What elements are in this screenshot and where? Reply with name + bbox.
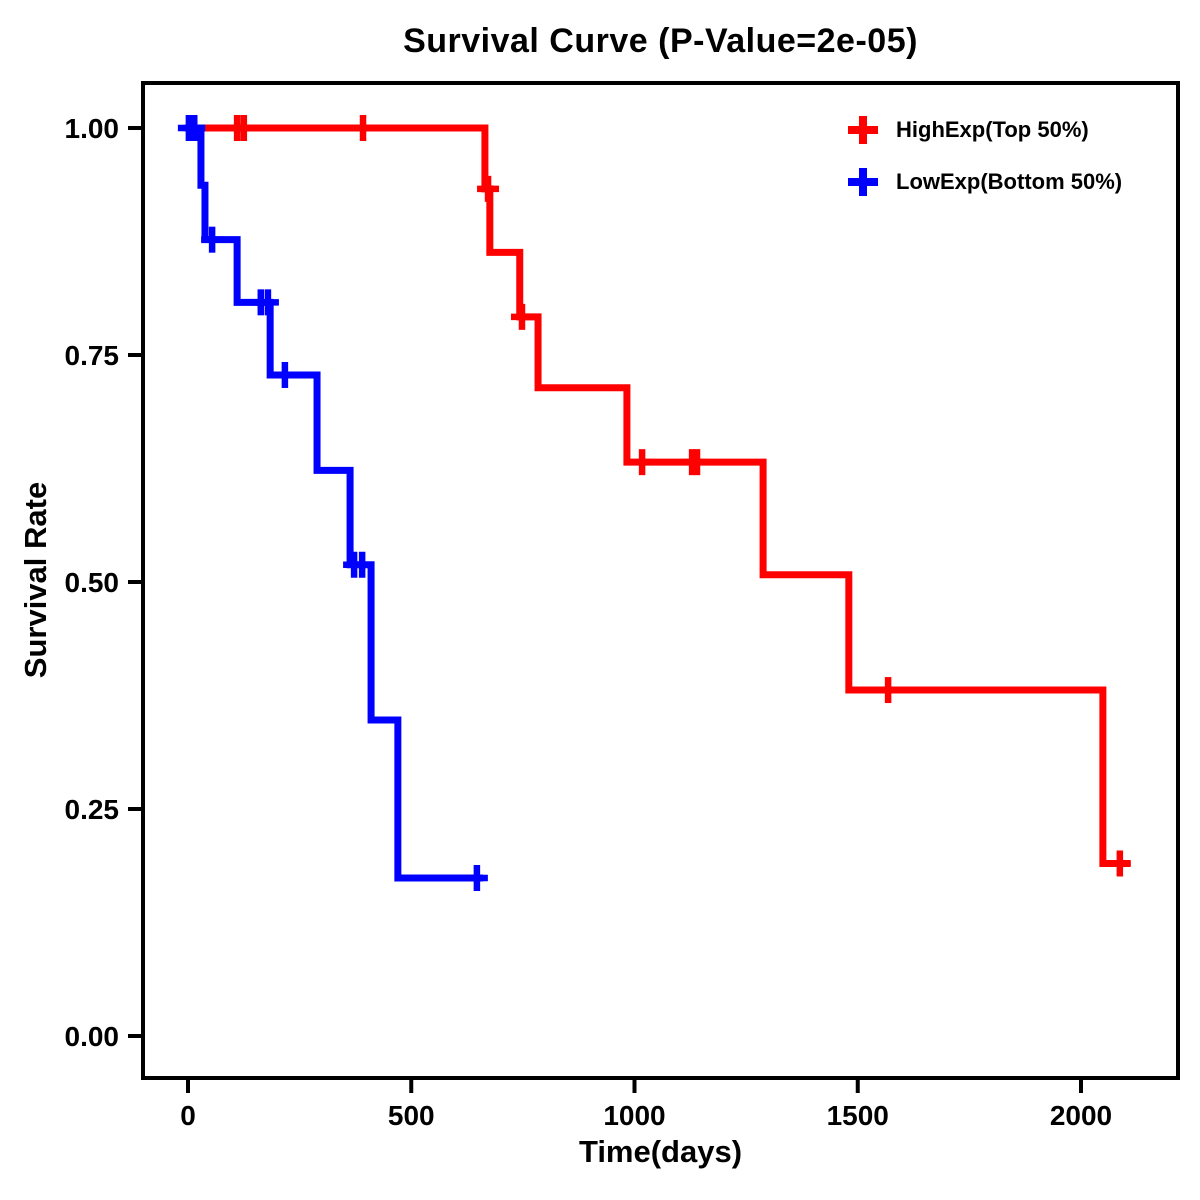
x-axis-title: Time(days) bbox=[578, 1134, 743, 1169]
legend-item-highexp: HighExp(Top 50%) bbox=[846, 112, 1122, 148]
survival-curve-lowexp bbox=[188, 124, 484, 882]
x-axis-tick-label: 1000 bbox=[603, 1100, 665, 1131]
y-axis-tick-label: 0.25 bbox=[65, 794, 120, 825]
x-axis-tick-label: 1500 bbox=[827, 1100, 889, 1131]
survival-curve-highexp bbox=[188, 124, 1131, 867]
x-axis-tick-label: 2000 bbox=[1050, 1100, 1112, 1131]
y-axis-tick-label: 0.50 bbox=[65, 567, 120, 598]
y-axis-title: Survival Rate bbox=[18, 481, 53, 679]
legend-label-lowexp: LowExp(Bottom 50%) bbox=[896, 169, 1123, 194]
plot-border bbox=[141, 81, 1180, 1080]
y-axis-tick-label: 0.00 bbox=[65, 1021, 120, 1052]
legend-item-lowexp: LowExp(Bottom 50%) bbox=[846, 164, 1122, 200]
y-axis-tick-label: 1.00 bbox=[65, 113, 120, 144]
x-axis-tick-label: 0 bbox=[180, 1100, 196, 1131]
legend: HighExp(Top 50%) LowExp(Bottom 50%) bbox=[846, 112, 1122, 200]
highexp-plus-icon bbox=[848, 116, 878, 144]
y-axis-tick-label: 0.75 bbox=[65, 340, 120, 371]
chart-title: Survival Curve (P-Value=2e-05) bbox=[403, 22, 918, 60]
lowexp-plus-icon bbox=[848, 168, 878, 196]
legend-label-highexp: HighExp(Top 50%) bbox=[896, 117, 1089, 142]
x-axis-tick-label: 500 bbox=[388, 1100, 435, 1131]
